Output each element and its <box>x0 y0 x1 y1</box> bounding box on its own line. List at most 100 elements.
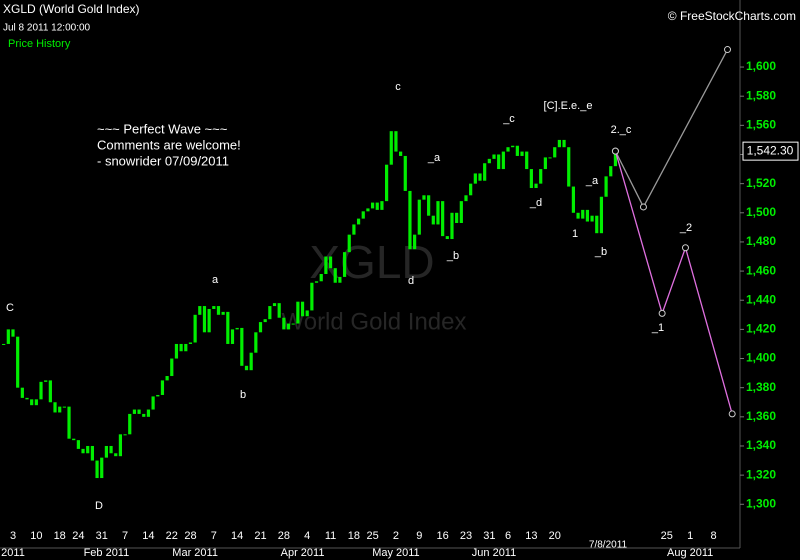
candle <box>300 301 305 317</box>
candle <box>609 166 613 177</box>
y-tick-label: 1,460 <box>746 263 776 277</box>
candle <box>310 282 314 311</box>
candle <box>394 131 398 152</box>
candle <box>515 145 519 156</box>
candle <box>146 409 151 417</box>
x-tick-label: 11 <box>325 530 336 542</box>
candle <box>184 343 188 352</box>
candle <box>590 215 594 222</box>
x-month-label: Mar 2011 <box>172 547 218 559</box>
candle <box>277 303 281 318</box>
x-tick-label: 28 <box>278 530 290 542</box>
y-tick-label: 1,400 <box>746 351 776 365</box>
candle <box>212 306 216 309</box>
x-month-label: Feb 2011 <box>84 547 130 559</box>
x-tick-label: 16 <box>437 530 449 542</box>
candle <box>193 314 197 343</box>
candle <box>595 215 599 234</box>
wave-label: _2 <box>679 222 692 234</box>
wave-label: c <box>395 81 401 93</box>
candle <box>216 306 221 315</box>
wave-label: _a <box>427 152 441 164</box>
candle <box>240 327 244 366</box>
timestamp: Jul 8 2011 12:00:00 <box>3 23 91 34</box>
projection-point <box>728 410 736 418</box>
candle <box>370 202 375 209</box>
candle <box>291 323 295 325</box>
y-tick-label: 1,320 <box>746 467 776 481</box>
wave-label: a <box>212 274 219 286</box>
candle <box>469 183 473 196</box>
x-tick-label: 10 <box>30 530 42 542</box>
candle <box>539 169 543 184</box>
candle <box>464 195 468 202</box>
candle <box>525 151 529 170</box>
candle <box>62 406 66 408</box>
candle <box>128 413 132 435</box>
comment-line: ~~~ Perfect Wave ~~~ <box>97 121 228 136</box>
candle <box>497 154 501 170</box>
candle <box>389 131 393 165</box>
candle <box>314 281 319 283</box>
candle <box>272 303 277 307</box>
x-tick-label: 18 <box>348 530 360 542</box>
candle <box>53 402 57 413</box>
x-tick-label: 9 <box>416 530 422 542</box>
candle <box>403 155 407 191</box>
candle <box>548 157 552 159</box>
candle <box>254 332 258 353</box>
wave-label: _1 <box>651 322 664 334</box>
candle <box>473 173 477 184</box>
wave-label: _b <box>594 246 607 258</box>
candle <box>282 317 286 330</box>
candle <box>132 409 137 414</box>
candle <box>34 399 38 406</box>
candle <box>16 336 20 388</box>
candle <box>562 139 566 148</box>
candle <box>268 306 272 320</box>
candle <box>123 434 127 436</box>
y-tick-label: 1,520 <box>746 176 776 190</box>
wave-label: [C].E.e._e <box>544 100 593 112</box>
x-tick-label: 18 <box>54 530 66 542</box>
candle <box>6 329 10 344</box>
projection-segment <box>614 150 663 314</box>
x-tick-label: 21 <box>254 530 266 542</box>
candle <box>366 208 370 212</box>
x-tick-label: 22 <box>166 530 178 542</box>
x-tick-label: 25 <box>366 530 378 542</box>
candle <box>11 329 15 337</box>
candle <box>567 147 571 187</box>
comment-line: Comments are welcome! <box>97 137 241 152</box>
x-month-label: Jun 2011 <box>472 547 516 559</box>
candle <box>286 323 291 330</box>
candle <box>571 186 575 213</box>
candle <box>25 397 29 400</box>
x-tick-label: 23 <box>460 530 472 542</box>
candle <box>333 268 337 283</box>
wave-label: 1 <box>572 228 578 240</box>
candle <box>263 319 267 323</box>
candle <box>235 327 239 330</box>
x-tick-label: 14 <box>231 530 243 542</box>
candle <box>581 209 585 219</box>
candle <box>492 154 496 159</box>
x-tick-label: 28 <box>184 530 196 542</box>
candle <box>380 201 384 210</box>
x-tick-label: 4 <box>304 530 310 542</box>
x-month-label: Aug 2011 <box>667 547 713 559</box>
candle <box>529 169 533 189</box>
candle <box>76 440 80 449</box>
wave-label: D <box>95 500 103 512</box>
candle <box>142 413 146 417</box>
candle <box>324 256 328 274</box>
comment-line: - snowrider 07/09/2011 <box>97 153 229 168</box>
candle <box>557 139 561 148</box>
candle <box>478 173 482 181</box>
projection-segment <box>661 247 687 314</box>
candle <box>226 311 230 344</box>
x-tick-label: 13 <box>525 530 537 542</box>
candle <box>100 457 104 479</box>
wave-label: _b <box>446 250 459 262</box>
candle <box>534 183 538 189</box>
